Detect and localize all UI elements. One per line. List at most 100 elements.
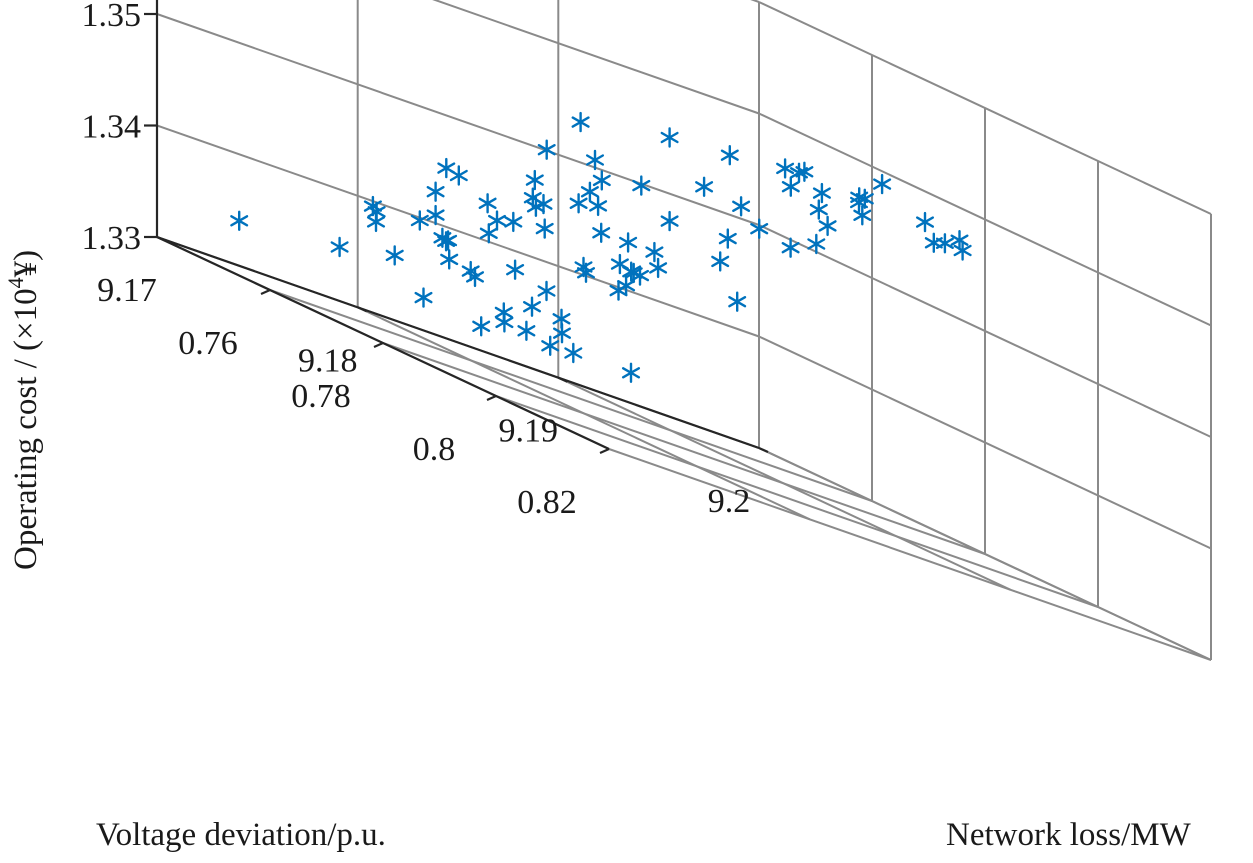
data-point-stroke xyxy=(728,296,747,308)
data-point xyxy=(781,176,800,197)
data-point-stroke xyxy=(720,149,739,161)
data-point xyxy=(660,210,679,232)
data-point-stroke xyxy=(472,320,491,332)
data-point-stroke xyxy=(465,271,485,283)
data-point xyxy=(781,237,800,258)
data-point-stroke xyxy=(776,162,795,175)
data-point-stroke xyxy=(230,215,249,227)
data-point xyxy=(849,192,869,213)
y-tick-mark xyxy=(156,235,167,243)
data-point xyxy=(953,240,972,261)
data-point xyxy=(935,233,954,254)
back-wall-grid-line-z xyxy=(758,1,1212,215)
back-wall-grid-line-z xyxy=(758,224,1212,438)
data-point xyxy=(230,210,249,232)
data-point xyxy=(795,161,814,183)
data-point-stroke xyxy=(732,200,751,213)
data-point xyxy=(807,233,826,255)
data-point-stroke xyxy=(695,181,714,193)
data-point-stroke xyxy=(433,232,452,244)
y-tick-mark xyxy=(758,446,769,454)
data-point-stroke xyxy=(541,340,560,352)
data-points xyxy=(230,111,972,383)
data-point-stroke xyxy=(873,178,892,190)
data-point xyxy=(330,236,349,258)
data-point-stroke xyxy=(750,222,769,235)
data-point-stroke xyxy=(426,185,445,198)
data-point-stroke xyxy=(569,197,588,210)
y-axis-line xyxy=(156,235,760,450)
y-tick-mark xyxy=(557,376,568,383)
data-point-stroke xyxy=(915,216,935,228)
data-point xyxy=(609,280,628,301)
data-point xyxy=(506,259,525,280)
z-axis-title-prefix: Operating cost / (×10 xyxy=(8,288,44,570)
data-point-stroke xyxy=(522,301,542,313)
data-point xyxy=(610,253,629,275)
data-point xyxy=(433,227,452,249)
side-wall-grid-line-z xyxy=(750,0,760,3)
data-point-stroke xyxy=(506,264,525,276)
data-point xyxy=(522,296,542,317)
data-point xyxy=(472,316,491,337)
z-tick-label: 1.33 xyxy=(82,220,142,257)
data-point xyxy=(776,158,795,179)
data-point-stroke xyxy=(807,238,826,250)
data-point-stroke xyxy=(564,347,583,359)
data-point-stroke xyxy=(537,285,556,297)
x-tick-label: 0.82 xyxy=(517,484,577,521)
data-point-stroke xyxy=(367,206,386,218)
data-point xyxy=(437,157,456,179)
data-point-stroke xyxy=(610,258,629,270)
data-point-stroke xyxy=(363,200,382,212)
data-point-stroke xyxy=(649,262,668,274)
data-point-stroke xyxy=(812,187,831,199)
data-point-stroke xyxy=(437,162,456,174)
data-point-stroke xyxy=(585,154,605,166)
data-point xyxy=(711,251,730,272)
data-point xyxy=(414,287,433,308)
label-layer: Network loss/MW Voltage deviation/p.u. O… xyxy=(3,250,1192,853)
data-point-stroke xyxy=(487,214,507,227)
z-axis-title: Operating cost / (×104¥) xyxy=(3,250,44,570)
data-point xyxy=(487,210,507,231)
z-axis-title-suffix: ¥) xyxy=(8,250,44,278)
data-point xyxy=(569,193,588,214)
data-point-stroke xyxy=(660,215,679,227)
data-point-stroke xyxy=(330,241,349,253)
data-point xyxy=(812,182,831,204)
data-point-stroke xyxy=(495,316,514,329)
side-wall-grid-line-z xyxy=(156,13,760,226)
data-point-stroke xyxy=(385,249,404,262)
data-point xyxy=(632,175,651,196)
data-point xyxy=(750,218,769,239)
data-point xyxy=(718,228,737,249)
data-point xyxy=(535,218,554,239)
y-tick-label: 9.19 xyxy=(499,413,559,450)
x-tick-label: 0.78 xyxy=(291,378,351,415)
floor-grid-line-x xyxy=(269,289,873,502)
data-point-stroke xyxy=(592,227,611,239)
data-point xyxy=(517,320,536,341)
data-point-stroke xyxy=(525,174,544,186)
data-point-stroke xyxy=(552,313,571,325)
data-point-stroke xyxy=(632,179,651,192)
data-point-stroke xyxy=(630,269,650,282)
data-point xyxy=(564,342,583,364)
data-point xyxy=(592,222,611,244)
data-point xyxy=(367,201,386,223)
data-point-stroke xyxy=(479,227,498,240)
data-point-stroke xyxy=(718,232,737,245)
data-point xyxy=(950,229,969,251)
data-point xyxy=(649,257,668,279)
data-point-stroke xyxy=(449,169,468,182)
data-point-stroke xyxy=(853,209,872,222)
data-point xyxy=(478,193,497,214)
data-point xyxy=(853,205,872,226)
data-point xyxy=(426,204,445,226)
data-point xyxy=(526,196,545,218)
y-tick-label: 9.18 xyxy=(298,342,358,379)
data-point xyxy=(660,127,679,148)
floor-grid-line-x xyxy=(382,342,986,555)
